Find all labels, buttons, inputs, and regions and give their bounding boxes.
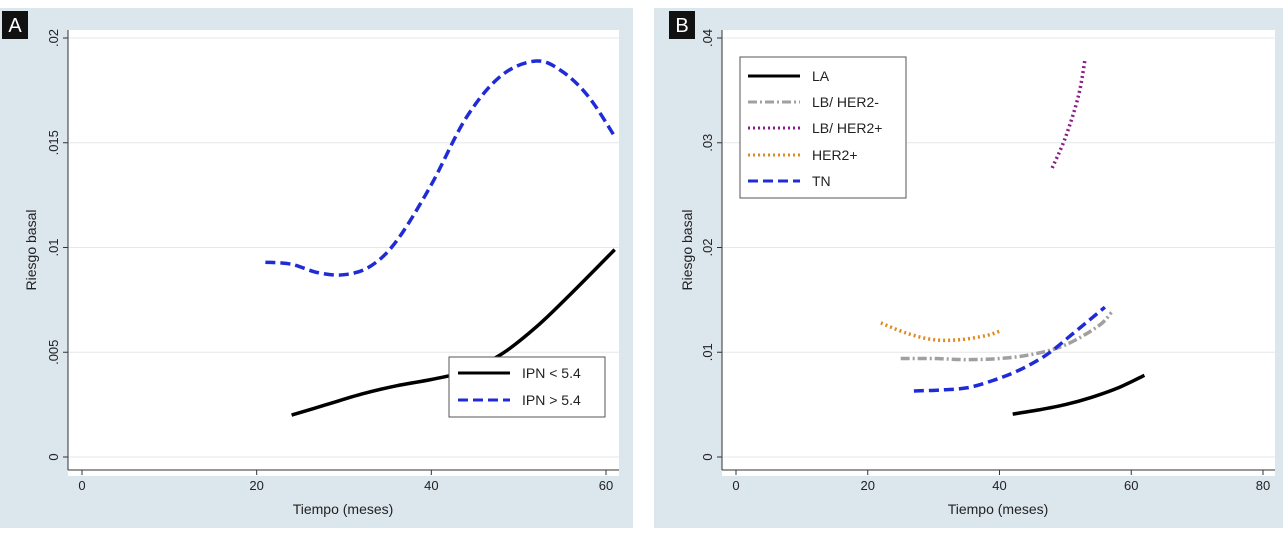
panel-b-label-box: [669, 11, 695, 39]
legend-label-lb-her2-pos: LB/ HER2+: [812, 120, 882, 136]
x-tick-label-b-2: 40: [992, 478, 1006, 493]
panel-a-x-axis-label: Tiempo (meses): [293, 501, 394, 517]
legend-label-la: LA: [812, 68, 830, 84]
legend-label-lb-her2-neg: LB/ HER2-: [812, 94, 879, 110]
y-tick-label-b-3: .03: [700, 134, 715, 152]
panel-b-x-axis-label: Tiempo (meses): [948, 501, 1049, 517]
x-tick-label-b-3: 60: [1124, 478, 1138, 493]
panel-b-series: [880, 58, 1146, 416]
panel-a-ticks: 0 .005 .01 .015 .02 0 20 40 60: [46, 29, 613, 493]
x-tick-label-a-2: 40: [424, 478, 438, 493]
x-tick-label-a-1: 20: [249, 478, 263, 493]
panel-a-gridlines: [69, 37, 619, 458]
y-tick-label-a-2: .01: [46, 238, 61, 256]
legend-label-her2-pos: HER2+: [812, 147, 858, 163]
legend-label-tn: TN: [812, 173, 831, 189]
panel-a: 0 .005 .01 .015 .02 0 20 40 60 Tiempo (meses) Ri…: [0, 8, 633, 528]
series-line-b-la: [1012, 373, 1146, 416]
series-line-b-tn: [913, 305, 1107, 393]
legend-label-ipn-low: IPN < 5.4: [522, 365, 581, 381]
panel-b-legend-box: [739, 56, 907, 199]
panel-a-label-box: [2, 11, 28, 39]
y-tick-label-a-3: .015: [46, 130, 61, 155]
series-line-b-her2: [880, 321, 1001, 343]
x-tick-label-b-1: 20: [861, 478, 875, 493]
y-tick-label-b-2: .02: [700, 238, 715, 256]
y-tick-label-a-4: .02: [46, 29, 61, 47]
panel-a-legend: IPN < 5.4 IPN > 5.4: [448, 356, 606, 418]
panel-a-label: A: [8, 15, 22, 37]
panel-a-legend-box: [448, 356, 606, 418]
y-tick-label-b-4: .04: [700, 29, 715, 47]
panel-b-label: B: [675, 15, 688, 37]
panel-b: 0 .01 .02 .03 .04 0 20 40 60 80 Tiempo (meses) Ri…: [654, 8, 1283, 528]
legend-label-ipn-high: IPN > 5.4: [522, 392, 581, 408]
x-tick-label-b-0: 0: [732, 478, 739, 493]
y-tick-label-b-1: .01: [700, 343, 715, 361]
y-tick-label-a-0: 0: [46, 453, 61, 460]
panel-b-ticks: 0 .01 .02 .03 .04 0 20 40 60 80: [700, 29, 1270, 493]
series-line-b-lb-her2: [900, 311, 1113, 362]
y-tick-label-a-1: .005: [46, 340, 61, 365]
x-tick-label-a-3: 60: [599, 478, 613, 493]
x-tick-label-b-4: 80: [1256, 478, 1270, 493]
x-tick-label-a-0: 0: [78, 478, 85, 493]
y-tick-label-b-0: 0: [700, 453, 715, 460]
panel-a-y-axis-label: Riesgo basal: [23, 210, 39, 291]
series-line-a-ipn-5-4: [265, 59, 617, 277]
panel-b-legend: LA LB/ HER2- LB/ HER2+ HER2+ TN: [739, 56, 907, 199]
panel-b-y-axis-label: Riesgo basal: [679, 210, 695, 291]
